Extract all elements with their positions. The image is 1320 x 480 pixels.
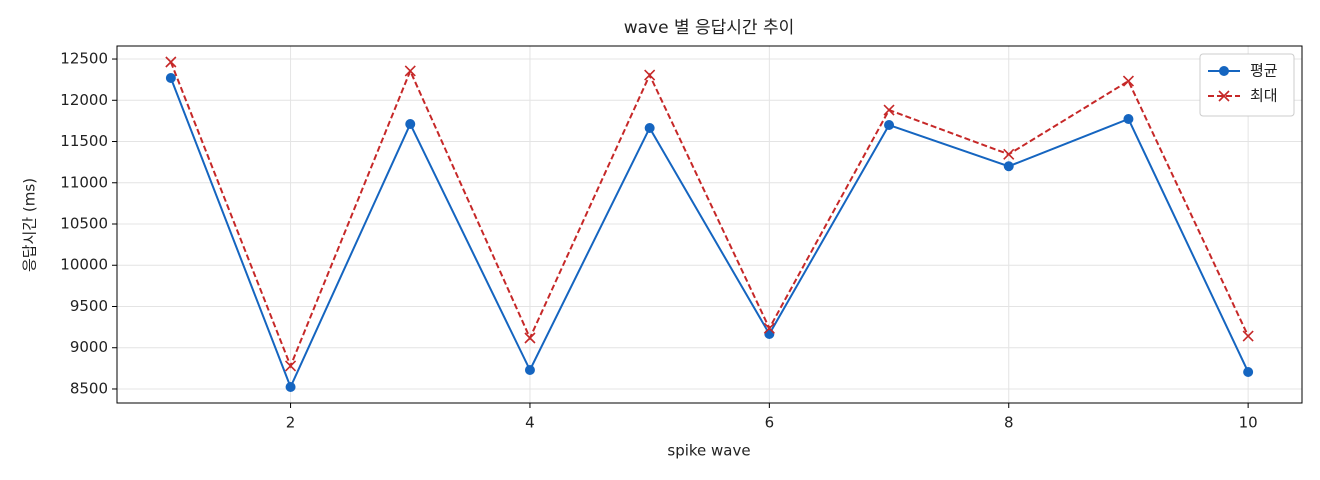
x-tick-label: 10 (1239, 414, 1258, 432)
point (1003, 161, 1014, 172)
x-marker (1122, 75, 1135, 87)
point (285, 381, 296, 392)
y-tick-label: 9500 (70, 297, 108, 315)
point (644, 122, 655, 133)
legend-box (1199, 53, 1295, 117)
point (764, 328, 775, 339)
x-marker (1003, 148, 1015, 160)
point (524, 365, 535, 376)
series-line (169, 61, 1250, 369)
series-line (169, 77, 1250, 390)
point (1123, 114, 1134, 125)
x-marker (524, 332, 536, 344)
x-axis-label: spike wave (667, 442, 750, 460)
x-tick-label: 8 (1004, 414, 1014, 432)
y-tick-label: 8500 (70, 379, 108, 397)
y-tick-label: 12500 (60, 50, 108, 68)
legend-label: 최대 (1250, 87, 1278, 105)
y-tick-label: 11500 (60, 132, 108, 150)
plot-frame (116, 45, 1303, 404)
y-tick-label: 10500 (60, 215, 108, 233)
y-tick-label: 12000 (60, 91, 108, 109)
x-marker (165, 56, 177, 68)
point (405, 119, 416, 130)
x-marker (284, 360, 297, 372)
legend-marker (1219, 66, 1229, 76)
point (884, 120, 895, 131)
x-marker (644, 69, 656, 81)
y-tick-label: 11000 (60, 173, 108, 191)
x-tick-label: 6 (765, 414, 775, 432)
x-tick-label: 4 (525, 414, 535, 432)
y-tick-label: 9000 (70, 338, 108, 356)
legend-marker (1218, 90, 1230, 102)
chart-title: wave 별 응답시간 추이 (624, 18, 795, 38)
y-tick-label: 10000 (60, 256, 108, 274)
x-tick-label: 2 (286, 414, 296, 432)
legend-label: 평균 (1250, 62, 1278, 80)
x-marker (1242, 330, 1254, 342)
y-axis-label: 응답시간 (ms) (21, 178, 39, 272)
point (165, 73, 176, 84)
point (1243, 366, 1254, 377)
x-marker (883, 104, 895, 116)
x-marker (404, 65, 416, 77)
x-marker (763, 322, 775, 334)
